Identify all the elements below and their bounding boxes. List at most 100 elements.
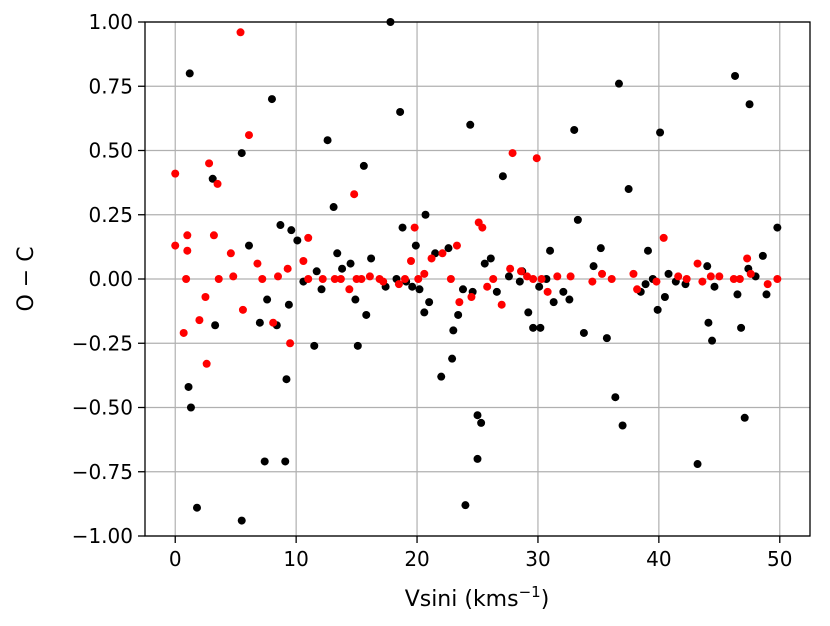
x-tick-label: 0 [169, 547, 182, 571]
data-point [473, 454, 482, 463]
data-point [414, 275, 423, 283]
x-axis-title: Vsini (kms−1) [405, 583, 550, 612]
data-point [263, 295, 272, 304]
data-point [400, 275, 409, 283]
data-point [693, 460, 702, 469]
y-tick-label: −1.00 [72, 524, 133, 548]
data-point [762, 290, 771, 299]
data-point [486, 254, 495, 263]
data-point [602, 334, 611, 343]
data-point [333, 249, 342, 258]
data-point [703, 262, 712, 271]
data-point [660, 292, 669, 301]
data-point [255, 318, 264, 327]
data-point [745, 100, 754, 109]
data-point [336, 275, 345, 283]
data-point [455, 298, 464, 307]
data-point [281, 457, 290, 466]
data-point [357, 275, 366, 283]
data-point [529, 275, 538, 283]
data-point [746, 269, 755, 278]
data-point [483, 282, 492, 291]
data-point [743, 254, 752, 263]
data-point [529, 323, 538, 332]
data-point [205, 159, 214, 168]
data-point [437, 372, 446, 381]
data-point [211, 321, 220, 330]
data-point [497, 300, 506, 309]
y-axis-title: O − C [14, 246, 39, 311]
data-point [536, 323, 545, 332]
data-point [579, 328, 588, 337]
data-point [244, 241, 253, 250]
data-point [282, 375, 291, 384]
data-point [466, 120, 475, 129]
data-point [624, 185, 633, 194]
data-point [184, 382, 193, 391]
data-point [588, 277, 597, 286]
data-point [415, 285, 424, 294]
data-point [710, 282, 719, 291]
data-point [449, 326, 458, 335]
data-point [706, 272, 715, 281]
data-point [330, 275, 339, 283]
data-point [652, 277, 661, 286]
data-point [504, 272, 513, 281]
data-point [517, 267, 526, 276]
data-point [773, 223, 782, 232]
data-point [171, 169, 180, 178]
data-point [410, 223, 419, 232]
data-point [171, 241, 180, 250]
data-point [664, 269, 673, 278]
y-tick-label: −0.50 [72, 396, 133, 420]
x-tick-label: 40 [646, 547, 671, 571]
data-point [611, 393, 620, 402]
data-point [269, 318, 278, 327]
data-point [559, 287, 568, 296]
data-point [524, 308, 533, 317]
data-point [365, 272, 374, 281]
data-point [312, 267, 321, 276]
data-point [549, 298, 558, 307]
data-point [704, 318, 713, 327]
data-point [293, 236, 302, 245]
data-point [274, 272, 282, 281]
data-point [260, 457, 269, 466]
data-point [427, 254, 436, 263]
data-point [467, 292, 476, 301]
data-point [304, 275, 313, 283]
data-point [731, 71, 740, 80]
data-point [186, 403, 195, 412]
data-point [614, 79, 623, 88]
data-point [317, 285, 326, 294]
data-point [179, 328, 188, 337]
data-point [183, 246, 192, 255]
data-point [758, 251, 767, 260]
data-point [596, 244, 605, 253]
data-point [213, 179, 222, 188]
data-point [286, 339, 295, 348]
data-point [276, 221, 285, 230]
data-point [396, 107, 405, 116]
data-point [565, 295, 574, 304]
data-point [537, 275, 546, 283]
data-point [209, 231, 218, 240]
data-point [532, 154, 541, 163]
data-point [682, 275, 691, 283]
data-point [454, 310, 463, 319]
data-point [698, 277, 707, 286]
data-point [420, 269, 429, 278]
x-tick-label: 10 [283, 547, 308, 571]
data-point [477, 418, 486, 427]
data-point [420, 308, 429, 317]
data-point [492, 287, 501, 296]
data-point [674, 272, 683, 281]
data-point [773, 275, 782, 283]
data-point [353, 341, 362, 350]
data-point [693, 259, 702, 268]
data-point [351, 295, 360, 304]
data-point [350, 190, 359, 199]
data-point [729, 275, 738, 283]
y-tick-label: −0.25 [72, 331, 133, 355]
data-point [407, 257, 415, 266]
